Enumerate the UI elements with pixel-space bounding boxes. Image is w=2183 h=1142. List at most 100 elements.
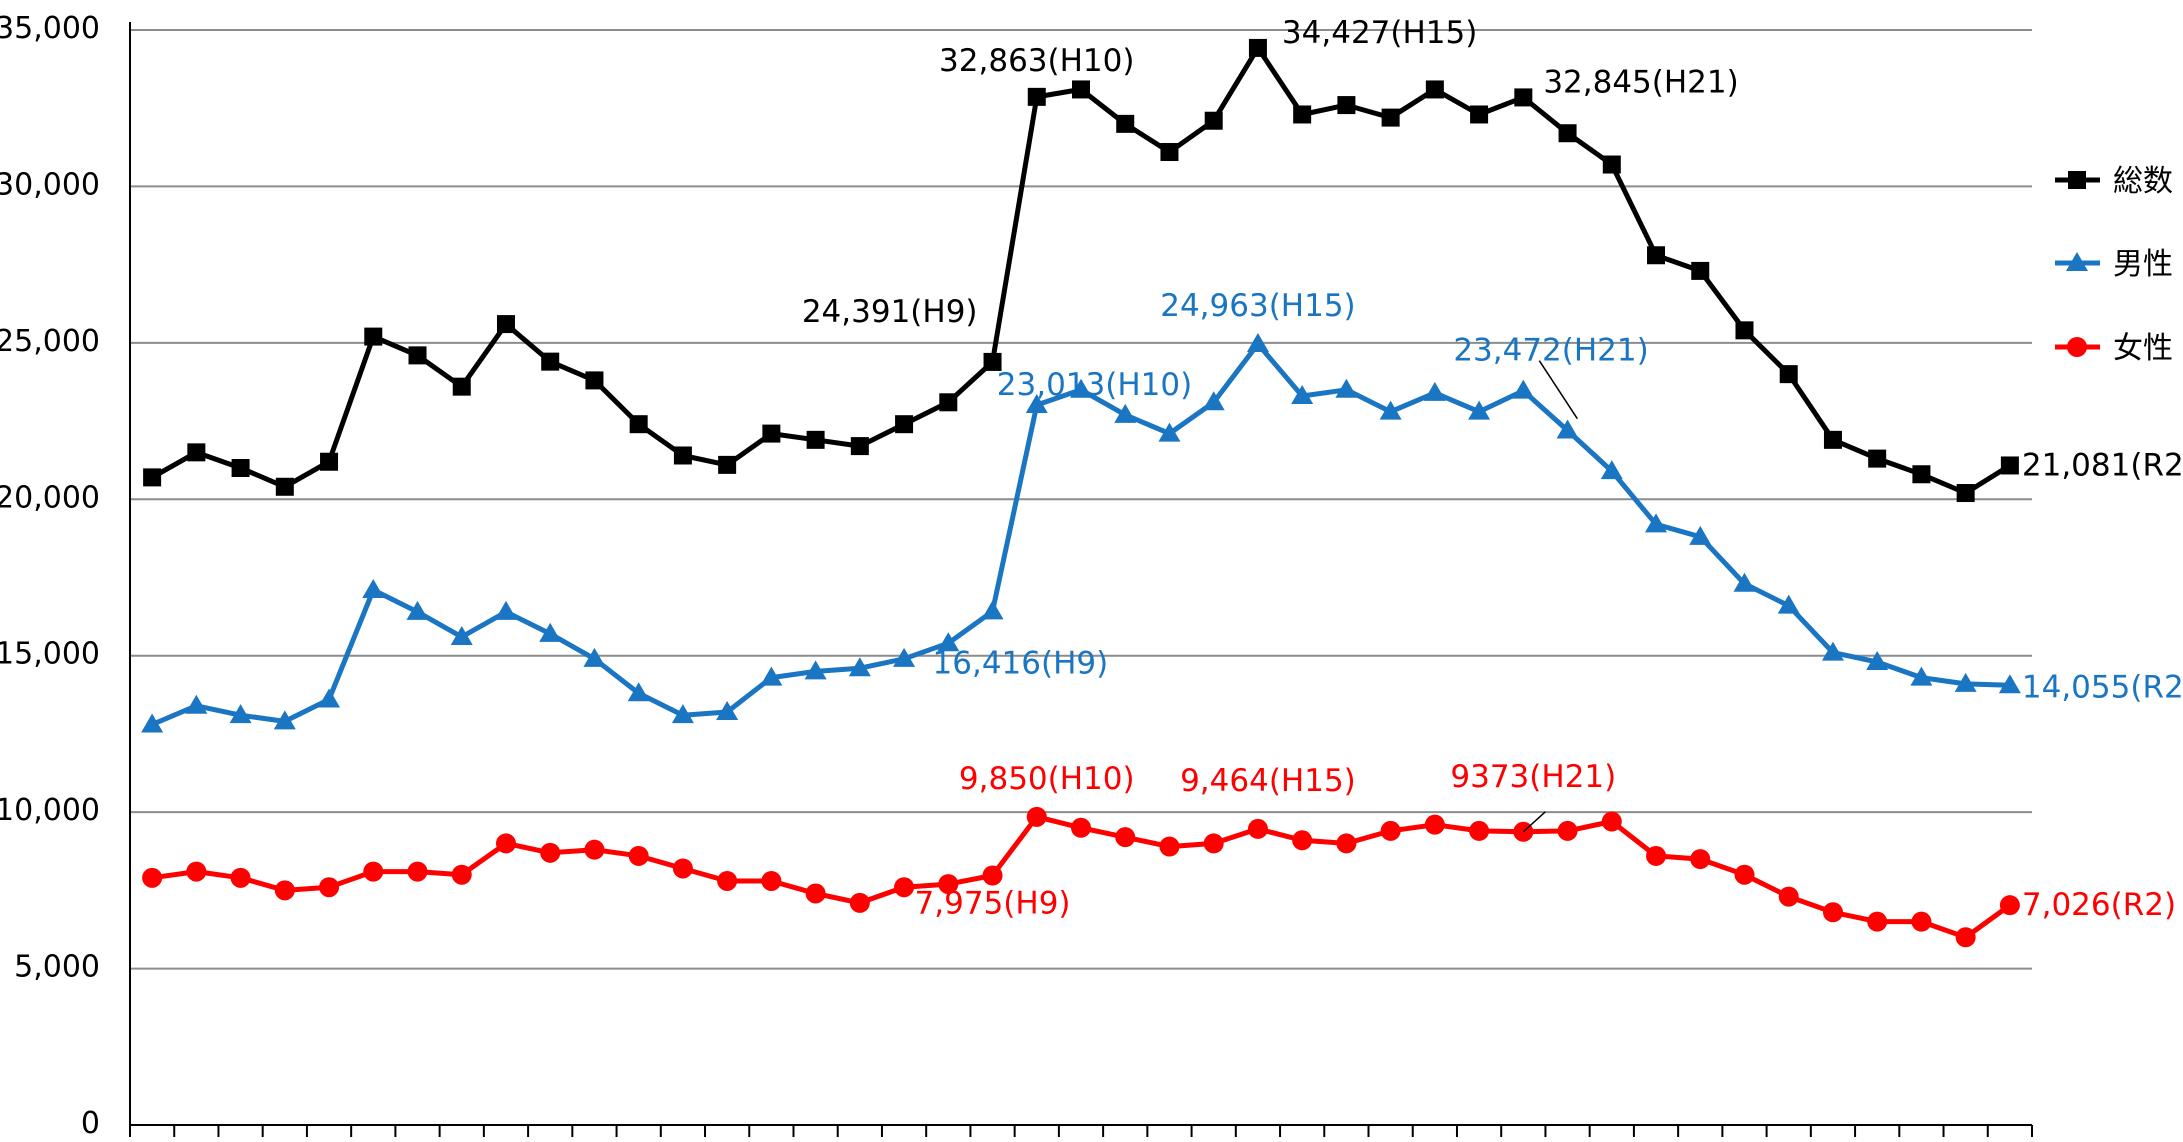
data-point bbox=[1912, 465, 1931, 484]
data-point bbox=[1911, 911, 1932, 932]
data-point bbox=[1954, 672, 1977, 692]
data-point bbox=[1291, 385, 1314, 405]
data-point bbox=[1557, 820, 1578, 841]
data-point bbox=[1070, 378, 1092, 398]
data-label: 16,416(H9) bbox=[933, 645, 1109, 681]
data-point bbox=[982, 865, 1003, 886]
data-point bbox=[230, 867, 251, 888]
data-point bbox=[761, 870, 782, 891]
data-point bbox=[1246, 333, 1269, 353]
data-point bbox=[1203, 833, 1224, 854]
data-point bbox=[275, 477, 294, 496]
data-point bbox=[1380, 820, 1401, 841]
data-point bbox=[804, 660, 827, 680]
data-point bbox=[362, 579, 385, 599]
data-point bbox=[1468, 400, 1491, 420]
data-point bbox=[318, 688, 341, 708]
data-point bbox=[894, 877, 915, 898]
series-total bbox=[143, 38, 2019, 503]
legend-label: 男性 bbox=[2113, 247, 2173, 282]
data-point bbox=[629, 415, 648, 434]
data-point bbox=[1423, 381, 1446, 401]
y-tick-label: 25,000 bbox=[0, 324, 100, 359]
data-point bbox=[1600, 460, 1623, 480]
data-point bbox=[2068, 171, 2086, 189]
data-label: 14,055(R2) bbox=[2022, 669, 2183, 705]
data-point bbox=[541, 352, 560, 371]
data-point bbox=[1115, 827, 1136, 848]
data-point bbox=[718, 455, 737, 474]
data-point bbox=[1556, 419, 1579, 439]
data-point bbox=[895, 415, 914, 434]
data-point bbox=[364, 327, 383, 346]
data-point bbox=[628, 845, 649, 866]
data-point bbox=[1469, 820, 1490, 841]
data-point bbox=[141, 713, 164, 733]
data-label: 34,427(H15) bbox=[1282, 15, 1477, 51]
data-point bbox=[806, 430, 825, 449]
data-point bbox=[1114, 403, 1137, 423]
data-point bbox=[849, 892, 870, 913]
data-point bbox=[143, 468, 162, 487]
data-point bbox=[229, 704, 252, 724]
series-layer bbox=[141, 38, 2021, 948]
data-point bbox=[187, 443, 206, 462]
data-point bbox=[1955, 927, 1976, 948]
data-point bbox=[1779, 365, 1798, 384]
data-point bbox=[1027, 87, 1046, 106]
data-label: 7,975(H9) bbox=[915, 885, 1071, 921]
data-point bbox=[2000, 456, 2019, 475]
y-tick-label: 10,000 bbox=[0, 793, 100, 828]
grid-lines bbox=[130, 29, 2032, 970]
data-point bbox=[2066, 252, 2088, 271]
data-point bbox=[938, 874, 959, 895]
data-point bbox=[407, 861, 428, 882]
data-point bbox=[185, 694, 208, 714]
y-tick-label: 35,000 bbox=[0, 11, 100, 46]
data-label: 24,963(H15) bbox=[1160, 288, 1355, 324]
data-point bbox=[1777, 594, 1800, 614]
data-point bbox=[1470, 105, 1489, 124]
data-point bbox=[1646, 845, 1667, 866]
data-point bbox=[363, 861, 384, 882]
data-point bbox=[805, 883, 826, 904]
data-point bbox=[1645, 513, 1668, 533]
legend-item: 男性 bbox=[2055, 247, 2173, 282]
data-point bbox=[1558, 124, 1577, 143]
data-point bbox=[1335, 378, 1358, 398]
data-point bbox=[142, 867, 163, 888]
data-point bbox=[1999, 895, 2020, 916]
data-point bbox=[1734, 864, 1755, 885]
data-point bbox=[1424, 814, 1445, 835]
data-point bbox=[1379, 400, 1402, 420]
data-point bbox=[540, 842, 561, 863]
legend-item: 総数 bbox=[2055, 164, 2173, 199]
data-point bbox=[1778, 886, 1799, 907]
data-point bbox=[186, 861, 207, 882]
data-point bbox=[1822, 902, 1843, 923]
data-point bbox=[673, 446, 692, 465]
data-point bbox=[1248, 38, 1267, 57]
y-tick-label: 15,000 bbox=[0, 637, 100, 672]
data-point bbox=[1026, 806, 1047, 827]
data-point bbox=[717, 870, 738, 891]
data-label: 9,850(H10) bbox=[959, 761, 1135, 797]
leader-line bbox=[1538, 360, 1578, 420]
data-point bbox=[1514, 88, 1533, 107]
data-point bbox=[1336, 833, 1357, 854]
data-point bbox=[231, 459, 250, 477]
data-point bbox=[848, 657, 871, 677]
data-point bbox=[1867, 911, 1888, 932]
data-point bbox=[273, 710, 296, 730]
data-point bbox=[1690, 849, 1711, 870]
data-point bbox=[274, 880, 295, 901]
data-point bbox=[1160, 143, 1179, 162]
series-female bbox=[142, 806, 2020, 948]
data-point bbox=[1689, 525, 1712, 545]
data-point bbox=[1868, 449, 1887, 468]
data-point bbox=[539, 622, 562, 642]
data-point bbox=[1602, 155, 1621, 174]
data-point bbox=[495, 833, 516, 854]
data-point bbox=[627, 682, 650, 702]
